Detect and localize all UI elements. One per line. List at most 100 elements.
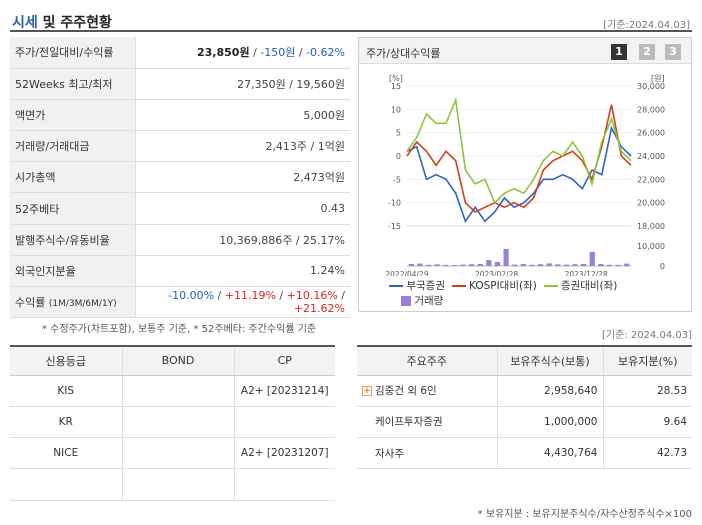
cell: 1,000,000 [497, 406, 604, 439]
col-header: 보유주식수(보통) [497, 346, 604, 376]
left-tick-label: 10 [391, 105, 401, 114]
info-value: 27,350원 / 19,560원 [135, 68, 350, 100]
table-row: 수익률 (1M/3M/6M/1Y) -10.00% / +11.19% / +1… [10, 286, 350, 319]
info-key: 52Weeks 최고/최저 [10, 68, 136, 100]
volume-bar [494, 262, 501, 266]
info-key: 52주베타 [10, 192, 136, 225]
shareholder-base-date: [기준: 2024.04.03] [601, 330, 692, 341]
info-value: -10.00% / +11.19% / +10.16% / +21.62% [135, 286, 350, 319]
table-row: 외국인지분율 1.24% [10, 255, 350, 288]
left-tick-label: -10 [388, 199, 401, 208]
volume-bar [624, 263, 630, 266]
chart-page-3-button[interactable]: 3 [665, 44, 681, 60]
cell [122, 375, 235, 407]
chart-svg: [%] [원] 15 10 5 0 -5 -10 -15 30,000 28,000 26,000… [385, 74, 665, 276]
right-tick-label: 28,000 [637, 105, 665, 114]
info-key: 수익률 (1M/3M/6M/1Y) [10, 286, 136, 319]
col-header: 주요주주 [357, 346, 498, 376]
cell [122, 406, 235, 439]
volume-bar [606, 264, 613, 266]
info-key: 시가총액 [10, 161, 136, 194]
table-row: 자사주 4,430,764 42.73 [357, 437, 692, 470]
volume-bar [520, 264, 526, 266]
chart-title: 주가/상대수익률 [366, 47, 441, 60]
left-tick-label: -5 [393, 175, 401, 184]
info-value: 23,850원 / -150원 / -0.62% [135, 37, 350, 69]
cell: A2+ [20231207] [234, 437, 335, 470]
volume-bar [408, 264, 414, 266]
cell: 42.73 [603, 437, 692, 470]
left-tick-label: 0 [396, 152, 401, 161]
legend-swatch-s1 [389, 285, 403, 287]
table-row: 거래량/거래대금 2,413주 / 1억원 [10, 130, 350, 163]
x-tick-label: 2022/04/29 [385, 270, 428, 276]
right-tick-label: 24,000 [637, 152, 665, 161]
table-row: 52Weeks 최고/최저 27,350원 / 19,560원 [10, 68, 350, 100]
right-axis-unit: [원] [651, 74, 665, 83]
volume-bar [581, 264, 587, 266]
right-tick-label: 26,000 [637, 129, 665, 138]
table-row: KR [10, 406, 335, 439]
volume-bar [615, 264, 621, 266]
volume-bar [443, 264, 449, 266]
volume-bar [486, 260, 492, 266]
expand-plus-icon: + [362, 386, 372, 397]
info-key: 외국인지분율 [10, 255, 136, 288]
cell: A2+ [20231214] [234, 375, 335, 407]
legend-vol: 거래량 [414, 295, 444, 307]
legend-s2: KOSPI대비(좌) [469, 280, 537, 292]
cell [10, 468, 123, 501]
cell [234, 406, 335, 439]
col-header: 신용등급 [10, 346, 123, 376]
holder-name[interactable]: + 김중건 외 6인 [357, 375, 498, 407]
legend-s1: 부국증권 [406, 280, 445, 292]
right-tick-label: 30,000 [637, 82, 665, 91]
volume-bar [537, 264, 544, 266]
base-date: [기준:2024.04.03] [603, 20, 690, 31]
col-header: BOND [122, 346, 235, 376]
chart-panel: 주가/상대수익률 1 2 3 [%] [원] 15 10 5 0 -5 -10 -15 30,… [358, 37, 692, 312]
volume-bar [529, 264, 535, 266]
volume-bar [417, 263, 423, 266]
series-line-1 [406, 125, 632, 224]
table-row: 액면가 5,000원 [10, 99, 350, 132]
table-row: 52주베타 0.43 [10, 192, 350, 225]
cell: NICE [10, 437, 123, 470]
volume-bar [546, 263, 552, 266]
cell: 28.53 [603, 375, 692, 407]
col-header: 보유지분(%) [603, 346, 692, 376]
volume-bar [563, 264, 569, 266]
legend-swatch-s2 [451, 285, 466, 287]
cell: 2,958,640 [497, 375, 604, 407]
volume-bar [460, 264, 466, 266]
volume-bar [598, 264, 604, 266]
right-tick-label: 20,000 [637, 199, 665, 208]
volume-tick-label: 0 [660, 262, 665, 271]
info-value: 0.43 [135, 192, 350, 225]
chart-legend-volume: 거래량 [401, 293, 443, 308]
info-key: 주가/전일대비/수익률 [10, 37, 136, 69]
left-tick-label: 15 [391, 82, 401, 91]
section-header: 시세 및 주주현황 [기준:2024.04.03] [10, 10, 692, 32]
info-value: 1.24% [135, 255, 350, 288]
table-row: 발행주식수/유동비율 10,369,886주 / 25.17% [10, 224, 350, 256]
volume-bar [512, 264, 518, 266]
info-value: 2,473억원 [135, 161, 350, 194]
legend-s3: 증권대비(좌) [560, 280, 618, 292]
info-value: 10,369,886주 / 25.17% [135, 224, 350, 256]
cell: 4,430,764 [497, 437, 604, 470]
right-tick-label: 18,000 [637, 222, 665, 231]
holders-footnote: * 보유지분 : 보유지분주식수/자수산정주식수×100 [477, 509, 692, 520]
table-row: 주가/전일대비/수익률 23,850원 / -150원 / -0.62% [10, 37, 350, 69]
volume-bar [434, 264, 440, 266]
chart-page-1-button[interactable]: 1 [611, 44, 627, 60]
info-key: 액면가 [10, 99, 136, 132]
x-tick-label: 2023/02/28 [475, 270, 518, 276]
credit-rating-table: 신용등급 BOND CP KIS A2+ [20231214] KR NICE A2… [10, 345, 335, 501]
volume-bar [572, 264, 578, 266]
left-axis-unit: [%] [389, 74, 403, 83]
chart-page-2-button[interactable]: 2 [639, 44, 655, 60]
cell: 9.64 [603, 406, 692, 439]
cell: KIS [10, 375, 123, 407]
holder-name: 케이프투자증권 [357, 406, 498, 439]
